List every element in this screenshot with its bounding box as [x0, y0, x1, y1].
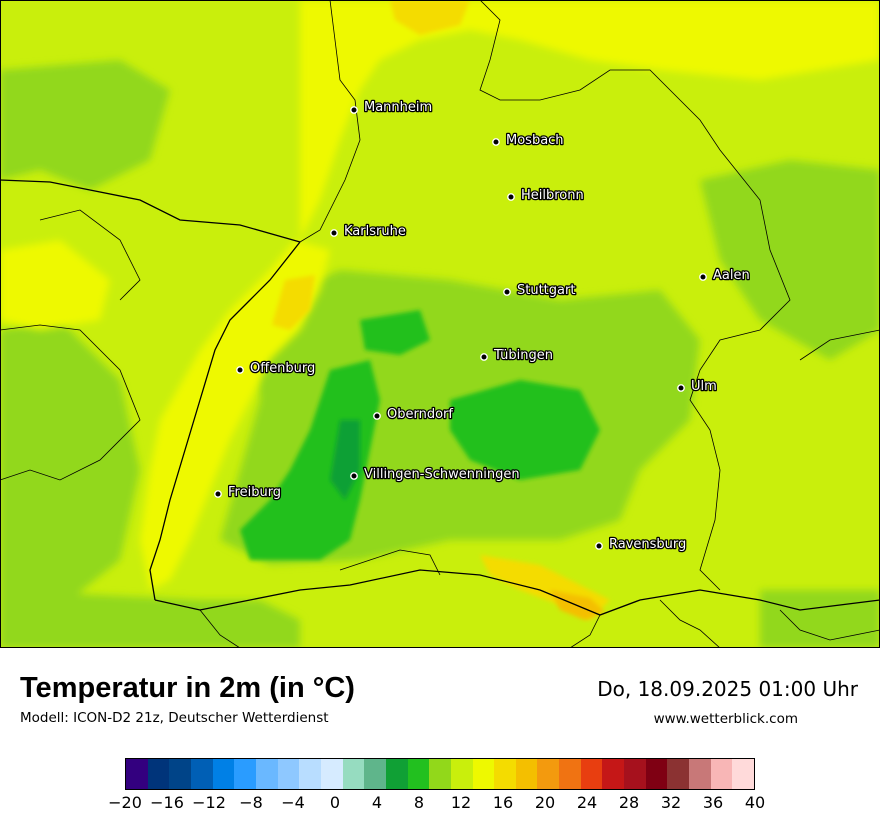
colorbar-tick-label: −4 — [281, 793, 305, 812]
city-ravensburg[interactable]: Ravensburg — [595, 536, 688, 553]
colorbar-tick-label: 36 — [702, 793, 724, 812]
colorbar-tick-label: −12 — [192, 793, 226, 812]
colorbar-tick-label: 24 — [576, 793, 598, 812]
colorbar-swatch — [364, 759, 386, 789]
colorbar-tick-labels: −20 −16 −12 −8 −4 0 4 8 12 16 20 24 28 32 36 40 — [108, 793, 765, 823]
city-label: Ulm — [691, 379, 717, 394]
colorbar-swatch — [710, 759, 733, 789]
city-dot — [492, 138, 500, 146]
colorbar-tick-label: 32 — [660, 793, 682, 812]
colorbar-swatch — [299, 759, 321, 789]
colorbar-swatch — [494, 759, 516, 789]
city-villingen-schwenningen[interactable]: Villingen-Schwenningen — [350, 466, 521, 483]
colorbar-swatch — [732, 759, 755, 789]
colorbar-swatch — [277, 759, 300, 789]
city-dot — [503, 288, 511, 296]
forecast-datetime: Do, 18.09.2025 01:00 Uhr — [597, 677, 858, 701]
map-canvas: Mannheim Mosbach Heilbronn Karlsruhe Aal… — [0, 0, 880, 648]
colorbar-swatch — [472, 759, 495, 789]
colorbar-tick-label: 8 — [413, 793, 425, 812]
city-dot — [677, 384, 685, 392]
city-label: Heilbronn — [521, 188, 584, 203]
city-dot — [507, 193, 515, 201]
city-dot — [214, 490, 222, 498]
city-dot — [699, 273, 707, 281]
city-markers: Mannheim Mosbach Heilbronn Karlsruhe Aal… — [214, 99, 751, 553]
temperature-zone-4-8 — [240, 310, 600, 560]
city-label: Offenburg — [250, 361, 315, 376]
colorbar-swatch — [689, 759, 711, 789]
city-offenburg[interactable]: Offenburg — [236, 360, 317, 377]
model-subtitle: Modell: ICON-D2 21z, Deutscher Wetterdie… — [20, 710, 329, 726]
city-dot — [330, 229, 338, 237]
colorbar-tick-label: 4 — [371, 793, 383, 812]
colorbar-tick-label: 0 — [329, 793, 341, 812]
city-dot — [350, 472, 358, 480]
city-dot — [480, 353, 488, 361]
colorbar-swatch — [645, 759, 668, 789]
colorbar-tick-label: 20 — [534, 793, 556, 812]
colorbar-swatch — [147, 759, 170, 789]
city-freiburg[interactable]: Freiburg — [214, 484, 282, 501]
colorbar-swatch — [624, 759, 646, 789]
city-dot — [373, 412, 381, 420]
colorbar-tick-label: −16 — [150, 793, 184, 812]
city-mosbach[interactable]: Mosbach — [492, 132, 565, 149]
colorbar-swatch — [537, 759, 560, 789]
city-heilbronn[interactable]: Heilbronn — [507, 187, 585, 204]
city-label: Freiburg — [228, 485, 281, 500]
city-label: Aalen — [713, 268, 750, 283]
temperature-colorbar — [125, 758, 755, 790]
city-dot — [595, 542, 603, 550]
colorbar-swatch — [320, 759, 343, 789]
colorbar-swatch — [385, 759, 408, 789]
city-tuebingen[interactable]: Tübingen — [480, 347, 554, 364]
colorbar-tick-label: 28 — [618, 793, 640, 812]
city-label: Mannheim — [364, 100, 432, 115]
colorbar-tick-label: 40 — [744, 793, 766, 812]
city-dot — [236, 366, 244, 374]
colorbar-swatch — [515, 759, 538, 789]
city-aalen[interactable]: Aalen — [699, 267, 751, 284]
city-label: Karlsruhe — [344, 224, 406, 239]
city-stuttgart[interactable]: Stuttgart — [503, 282, 577, 299]
colorbar-swatch — [580, 759, 603, 789]
colorbar-tick-label: −8 — [239, 793, 263, 812]
colorbar-swatch — [450, 759, 473, 789]
city-label: Ravensburg — [609, 537, 686, 552]
colorbar-swatch — [559, 759, 581, 789]
colorbar-swatch — [255, 759, 278, 789]
city-label: Tübingen — [493, 348, 553, 363]
city-label: Mosbach — [506, 133, 564, 148]
temperature-map[interactable]: Mannheim Mosbach Heilbronn Karlsruhe Aal… — [0, 0, 880, 648]
city-label: Villingen-Schwenningen — [364, 467, 520, 482]
website-link[interactable]: www.wetterblick.com — [653, 711, 798, 727]
colorbar-tick-label: 12 — [450, 793, 472, 812]
colorbar-swatch — [407, 759, 430, 789]
city-label: Stuttgart — [517, 283, 575, 298]
country-border — [0, 179, 880, 616]
city-ulm[interactable]: Ulm — [677, 378, 718, 395]
city-label: Oberndorf — [387, 407, 453, 422]
city-dot — [350, 106, 358, 114]
city-mannheim[interactable]: Mannheim — [350, 99, 433, 116]
city-oberndorf[interactable]: Oberndorf — [373, 406, 455, 423]
city-karlsruhe[interactable]: Karlsruhe — [330, 223, 407, 240]
colorbar-tick-label: 16 — [492, 793, 514, 812]
temperature-zone-0-4 — [330, 420, 360, 500]
colorbar-tick-label: −20 — [108, 793, 142, 812]
colorbar-swatch — [212, 759, 235, 789]
colorbar-swatch — [126, 759, 148, 789]
colorbar-swatch — [429, 759, 451, 789]
state-border — [0, 0, 880, 648]
map-title: Temperatur in 2m (in °C) — [20, 672, 355, 704]
colorbar-swatch — [169, 759, 191, 789]
colorbar-swatch — [342, 759, 365, 789]
colorbar-swatch — [190, 759, 213, 789]
colorbar-swatch — [234, 759, 256, 789]
colorbar-swatch — [602, 759, 625, 789]
colorbar-swatch — [667, 759, 690, 789]
